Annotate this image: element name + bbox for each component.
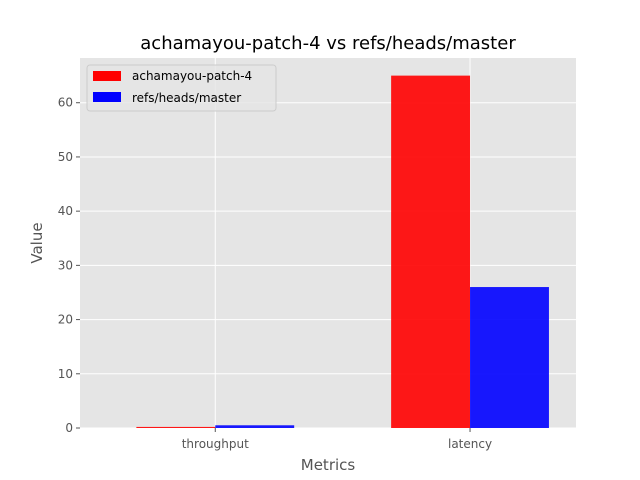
y-axis-ticks: 0 10 20 30 40 50 60: [58, 96, 80, 435]
legend-label-refs-heads-master: refs/heads/master: [132, 91, 241, 105]
y-tick-label: 60: [58, 96, 73, 110]
bar-refs-heads-master-latency: [470, 287, 549, 428]
y-tick-label: 0: [65, 421, 73, 435]
x-axis-ticks: throughput latency: [182, 428, 492, 451]
y-tick-label: 50: [58, 150, 73, 164]
y-tick-label: 40: [58, 204, 73, 218]
x-tick-label: latency: [448, 437, 492, 451]
bar-achamayou-patch-4-throughput: [136, 426, 216, 428]
bars: [136, 75, 549, 428]
x-tick-label: throughput: [182, 437, 249, 451]
legend-label-achamayou-patch-4: achamayou-patch-4: [132, 69, 252, 83]
x-axis-label: Metrics: [301, 456, 356, 474]
y-tick-label: 30: [58, 258, 73, 272]
legend: achamayou-patch-4 refs/heads/master: [86, 64, 277, 112]
legend-swatch-achamayou-patch-4: [93, 71, 121, 81]
bar-achamayou-patch-4-latency: [391, 75, 471, 428]
bar-refs-heads-master-throughput: [215, 425, 295, 428]
y-tick-label: 10: [58, 367, 73, 381]
legend-box: [86, 64, 277, 112]
chart-title: achamayou-patch-4 vs refs/heads/master: [140, 33, 516, 54]
legend-swatch-refs-heads-master: [93, 92, 121, 102]
y-axis-label: Value: [28, 222, 46, 263]
y-tick-label: 20: [58, 313, 73, 327]
